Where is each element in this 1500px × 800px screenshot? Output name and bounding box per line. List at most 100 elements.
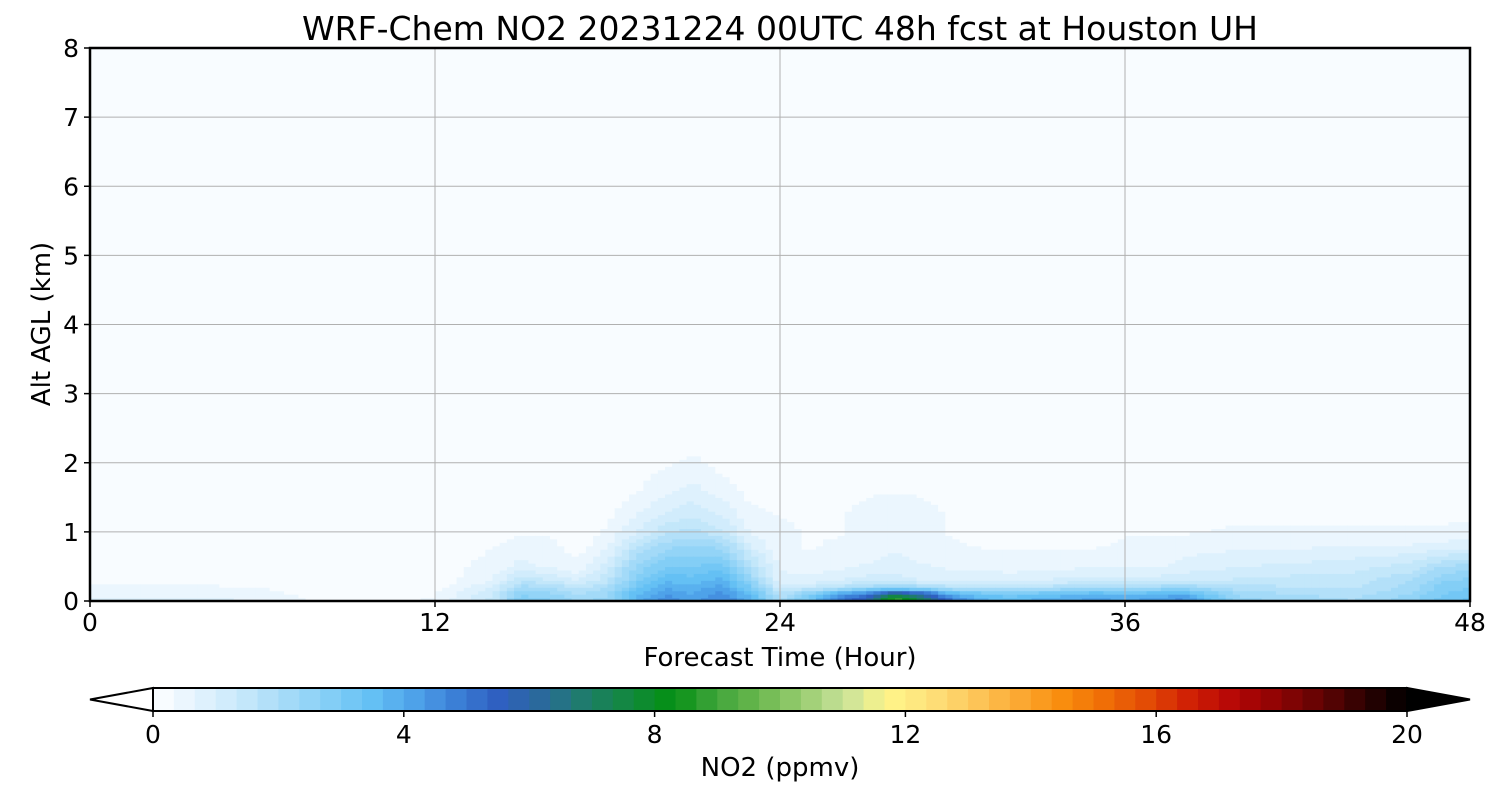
heatmap-cell xyxy=(1211,562,1220,568)
heatmap-cell xyxy=(1304,531,1313,536)
heatmap-cell xyxy=(320,587,328,592)
heatmap-cell xyxy=(557,590,565,595)
heatmap-cell xyxy=(492,552,501,557)
heatmap-cell xyxy=(966,504,975,509)
heatmap-cell xyxy=(442,552,450,557)
heatmap-cell xyxy=(478,511,486,516)
heatmap-cell xyxy=(564,597,573,601)
heatmap-cell xyxy=(945,473,954,478)
heatmap-cell xyxy=(1390,521,1399,526)
heatmap-cell xyxy=(823,514,831,519)
heatmap-cell xyxy=(456,542,465,547)
heatmap-cell xyxy=(1139,545,1148,550)
heatmap-cell xyxy=(715,531,724,536)
heatmap-cell xyxy=(1175,545,1184,550)
heatmap-cell xyxy=(1175,580,1184,585)
heatmap-cell xyxy=(693,462,702,467)
heatmap-cell xyxy=(557,528,565,533)
heatmap-cell xyxy=(708,521,716,526)
heatmap-cell xyxy=(780,583,788,588)
heatmap-cell xyxy=(506,476,515,481)
heatmap-cell xyxy=(1175,511,1184,516)
heatmap-cell xyxy=(873,580,882,585)
heatmap-cell xyxy=(528,500,537,505)
heatmap-cell xyxy=(1333,576,1342,581)
heatmap-cell xyxy=(923,473,932,478)
heatmap-cell xyxy=(930,538,939,543)
heatmap-cell xyxy=(1247,576,1255,581)
heatmap-cell xyxy=(1038,576,1047,581)
heatmap-cell xyxy=(873,469,882,474)
heatmap-cell xyxy=(715,511,724,516)
heatmap-cell xyxy=(686,587,695,592)
heatmap-cell xyxy=(593,583,601,588)
heatmap-cell xyxy=(1297,545,1306,550)
heatmap-cell xyxy=(672,455,680,460)
heatmap-cell xyxy=(1132,511,1140,516)
heatmap-cell xyxy=(700,497,709,502)
heatmap-cell xyxy=(851,542,860,547)
heatmap-cell xyxy=(1074,576,1083,581)
heatmap-cell xyxy=(262,590,271,595)
heatmap-cell xyxy=(966,569,975,574)
heatmap-cell xyxy=(1103,590,1112,595)
heatmap-cell xyxy=(571,566,580,571)
heatmap-cell xyxy=(542,524,551,530)
heatmap-cell xyxy=(456,490,465,495)
heatmap-cell xyxy=(729,573,738,578)
heatmap-cell xyxy=(873,549,882,554)
heatmap-cell xyxy=(736,562,745,568)
heatmap-cell xyxy=(578,521,587,526)
heatmap-cell xyxy=(909,562,918,568)
heatmap-cell xyxy=(449,514,458,519)
heatmap-cell xyxy=(751,480,760,485)
heatmap-cell xyxy=(1275,511,1284,516)
heatmap-cell xyxy=(715,469,724,474)
heatmap-cell xyxy=(801,587,810,592)
heatmap-cell xyxy=(521,511,530,516)
heatmap-cell xyxy=(729,521,738,526)
heatmap-cell xyxy=(736,497,745,502)
heatmap-cell xyxy=(1405,542,1414,547)
heatmap-cell xyxy=(859,511,867,516)
heatmap-cell xyxy=(1017,559,1025,564)
heatmap-cell xyxy=(449,590,458,595)
heatmap-cell xyxy=(758,490,767,495)
heatmap-cell xyxy=(988,549,997,554)
heatmap-cell xyxy=(902,524,910,530)
heatmap-cell xyxy=(600,524,609,530)
heatmap-cell xyxy=(909,549,918,554)
heatmap-cell xyxy=(1398,514,1406,519)
heatmap-cell xyxy=(693,556,702,561)
heatmap-cell xyxy=(492,497,501,502)
heatmap-cell xyxy=(636,545,645,550)
heatmap-cell xyxy=(1153,528,1162,533)
heatmap-cell xyxy=(485,493,494,498)
heatmap-cell xyxy=(435,590,443,595)
heatmap-cell xyxy=(751,545,760,550)
heatmap-cell xyxy=(499,531,508,536)
heatmap-cell xyxy=(974,535,982,540)
heatmap-cell xyxy=(1275,528,1284,533)
heatmap-cell xyxy=(765,590,774,595)
heatmap-cell xyxy=(650,556,659,561)
heatmap-cell xyxy=(1240,562,1248,568)
heatmap-cell xyxy=(621,483,630,488)
heatmap-cell xyxy=(233,573,242,578)
heatmap-cell xyxy=(1117,514,1126,519)
heatmap-cell xyxy=(736,552,745,557)
heatmap-cell xyxy=(190,597,199,601)
heatmap-cell xyxy=(585,576,594,581)
heatmap-cell xyxy=(1283,493,1291,498)
heatmap-cell xyxy=(765,587,774,592)
heatmap-cell xyxy=(945,566,954,571)
heatmap-cell xyxy=(600,580,609,585)
heatmap-cell xyxy=(1275,500,1284,505)
heatmap-cell xyxy=(1390,524,1399,530)
heatmap-cell xyxy=(1182,566,1191,571)
heatmap-cell xyxy=(765,511,774,516)
heatmap-cell xyxy=(427,583,436,588)
heatmap-cell xyxy=(499,573,508,578)
heatmap-cell xyxy=(1218,538,1227,543)
heatmap-cell xyxy=(506,545,515,550)
